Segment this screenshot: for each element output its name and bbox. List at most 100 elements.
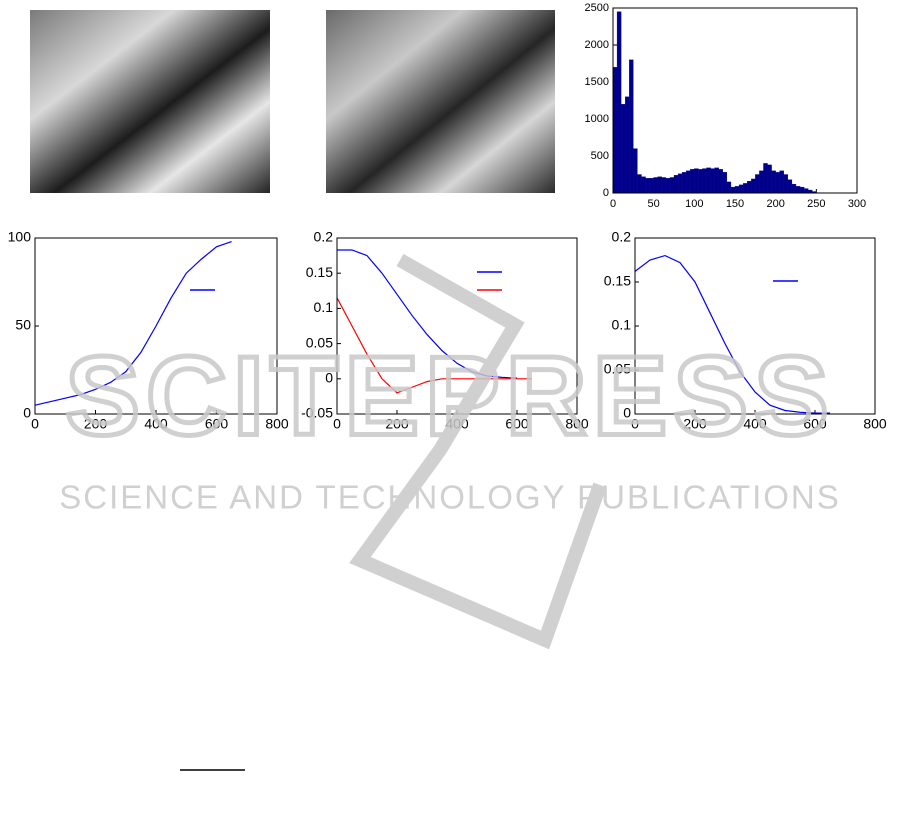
histogram-bar (698, 169, 703, 194)
y-tick-label: 1500 (585, 76, 609, 88)
x-tick-label: 400 (144, 416, 168, 432)
watermark: SCITEPRESS SCIENCE AND TECHNOLOGY PUBLIC… (59, 253, 839, 650)
y-tick-label: -0.05 (301, 405, 333, 421)
histogram-bar (759, 170, 764, 194)
histogram-bar (795, 186, 801, 194)
y-tick-label: 0.05 (604, 361, 631, 377)
x-tick-label: 0 (31, 416, 39, 432)
x-tick-label: 0 (610, 198, 616, 210)
histogram-bar (722, 172, 728, 194)
histogram-bar (620, 104, 626, 194)
plot-frame (634, 237, 876, 415)
histogram-bar (686, 170, 691, 194)
x-tick-label: 200 (84, 416, 108, 432)
histogram-bar (734, 186, 740, 194)
histogram-bar (681, 172, 687, 194)
x-tick-label: 600 (205, 416, 229, 432)
histogram-bar (803, 188, 809, 194)
histogram-bar (710, 168, 715, 194)
histogram-bar (677, 173, 683, 194)
histogram-bar (706, 167, 711, 194)
chart: 0 50 100 150 200 250 300 0 500 1000 1500 2000 2500 (585, 2, 867, 210)
histogram-bar (730, 186, 736, 194)
photo-processed (326, 10, 555, 193)
y-tick-label: 0 (623, 405, 631, 421)
x-tick-label: 50 (648, 198, 660, 210)
x-tick-label: 600 (505, 416, 529, 432)
histogram-bar (767, 164, 772, 194)
plot-frame (612, 7, 858, 194)
line-series (336, 297, 532, 394)
y-tick-label: 0.05 (306, 334, 333, 350)
x-tick-label: 0 (631, 416, 639, 432)
x-tick-label: 150 (726, 198, 744, 210)
histogram-bar (771, 170, 776, 194)
x-tick-label: 250 (807, 198, 825, 210)
histogram-bar (738, 184, 744, 194)
y-tick-label: 0.15 (306, 264, 333, 280)
histogram-bar (714, 167, 719, 194)
y-tick-label: 2500 (585, 2, 609, 14)
histogram-bar (665, 178, 671, 194)
watermark-shape (349, 253, 607, 650)
x-tick-label: 200 (766, 198, 784, 210)
histogram-bar (649, 178, 654, 194)
y-tick-label: 0 (325, 370, 333, 386)
histogram-bar (690, 169, 695, 194)
photo-original (30, 10, 270, 193)
histogram-bar (755, 174, 760, 194)
y-tick-label: 2000 (585, 39, 609, 51)
histogram-bar (657, 176, 662, 194)
x-tick-label: 800 (265, 416, 289, 432)
chart: 0 200 400 600 800 0 0.05 0.1 0.15 0.2 (604, 229, 887, 432)
histogram-bar (742, 183, 748, 194)
x-tick-label: 800 (565, 416, 589, 432)
x-tick-label: 800 (863, 416, 887, 432)
chart: 0 200 400 600 800 0 50 100 (8, 229, 289, 432)
histogram-bar (775, 172, 780, 194)
histogram-bar (702, 168, 707, 194)
histogram-bar (763, 163, 768, 194)
y-tick-label: 500 (591, 150, 609, 162)
histogram-bar (799, 186, 805, 194)
histogram-bar (783, 174, 789, 194)
y-tick-label: 0.1 (314, 299, 334, 315)
x-tick-label: 400 (743, 416, 767, 432)
histogram-bar (694, 168, 699, 194)
y-tick-label: 0.2 (612, 229, 632, 245)
x-tick-label: 100 (685, 198, 703, 210)
y-tick-label: 0.15 (604, 273, 631, 289)
histogram-bar (747, 181, 752, 194)
histogram-bar (726, 181, 732, 194)
line-series (34, 240, 232, 406)
histogram-bar (751, 178, 756, 194)
y-tick-label: 100 (8, 229, 32, 245)
y-tick-label: 0 (603, 187, 609, 199)
histogram-bar (718, 169, 723, 194)
histogram-bar (641, 176, 646, 194)
watermark-title: SCITEPRESS (65, 334, 835, 459)
x-tick-label: 200 (683, 416, 707, 432)
histogram-bar (779, 170, 784, 194)
y-tick-label: 0 (23, 405, 31, 421)
histogram-bar (645, 178, 650, 194)
histogram-bar (625, 96, 630, 194)
y-tick-label: 0.2 (314, 229, 334, 245)
histogram-bar (633, 148, 638, 194)
line-series (634, 254, 830, 414)
histogram-bar (616, 11, 622, 194)
y-tick-label: 1000 (585, 113, 609, 125)
y-tick-label: 0.1 (612, 317, 632, 333)
plot-frame (34, 237, 278, 415)
histogram-bar (661, 177, 667, 194)
x-tick-label: 0 (333, 416, 341, 432)
histogram-bar (673, 175, 679, 194)
x-tick-label: 300 (848, 198, 866, 210)
histogram-bar (669, 177, 675, 194)
histogram-bar (787, 179, 793, 194)
histogram-bar (612, 67, 618, 194)
x-tick-label: 600 (803, 416, 827, 432)
